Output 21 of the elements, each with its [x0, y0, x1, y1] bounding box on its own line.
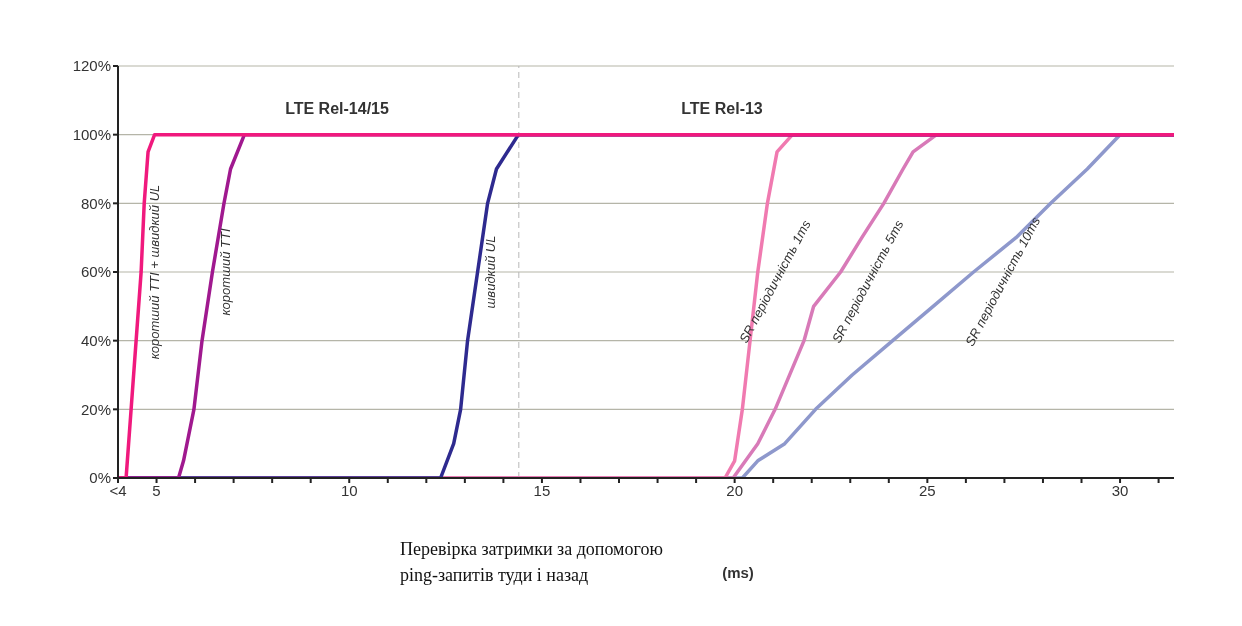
text: швидкий UL	[483, 235, 499, 309]
x-tick-label: 15	[533, 481, 551, 499]
y-tick-label: 0%	[89, 469, 111, 487]
annotation: LTE Rel-14/15	[285, 100, 389, 118]
text: (ms)	[722, 564, 754, 581]
text: коротший TTI	[217, 228, 233, 316]
y-tick-label: 40%	[80, 331, 111, 349]
x-tick-label: 30	[1111, 481, 1129, 499]
y-tick-label: 80%	[80, 194, 111, 212]
x-tick-label: 10	[340, 481, 358, 499]
x-tick-label: <4	[109, 481, 127, 499]
y-tick-label: 120%	[72, 57, 111, 75]
y-tick-label: 100%	[72, 125, 111, 143]
x-axis-title: Перевірка затримки за допомогою ping-запитів туди і назад	[400, 538, 664, 587]
y-tick-label: 20%	[80, 400, 111, 418]
x-tick-label: 25	[919, 481, 936, 499]
x-tick-label: 5	[152, 481, 161, 499]
text: коротший TTI + швидкий UL	[146, 184, 162, 360]
annotation: LTE Rel-13	[681, 100, 763, 118]
x-tick-label: 20	[726, 481, 743, 499]
y-tick-label: 60%	[80, 263, 111, 281]
